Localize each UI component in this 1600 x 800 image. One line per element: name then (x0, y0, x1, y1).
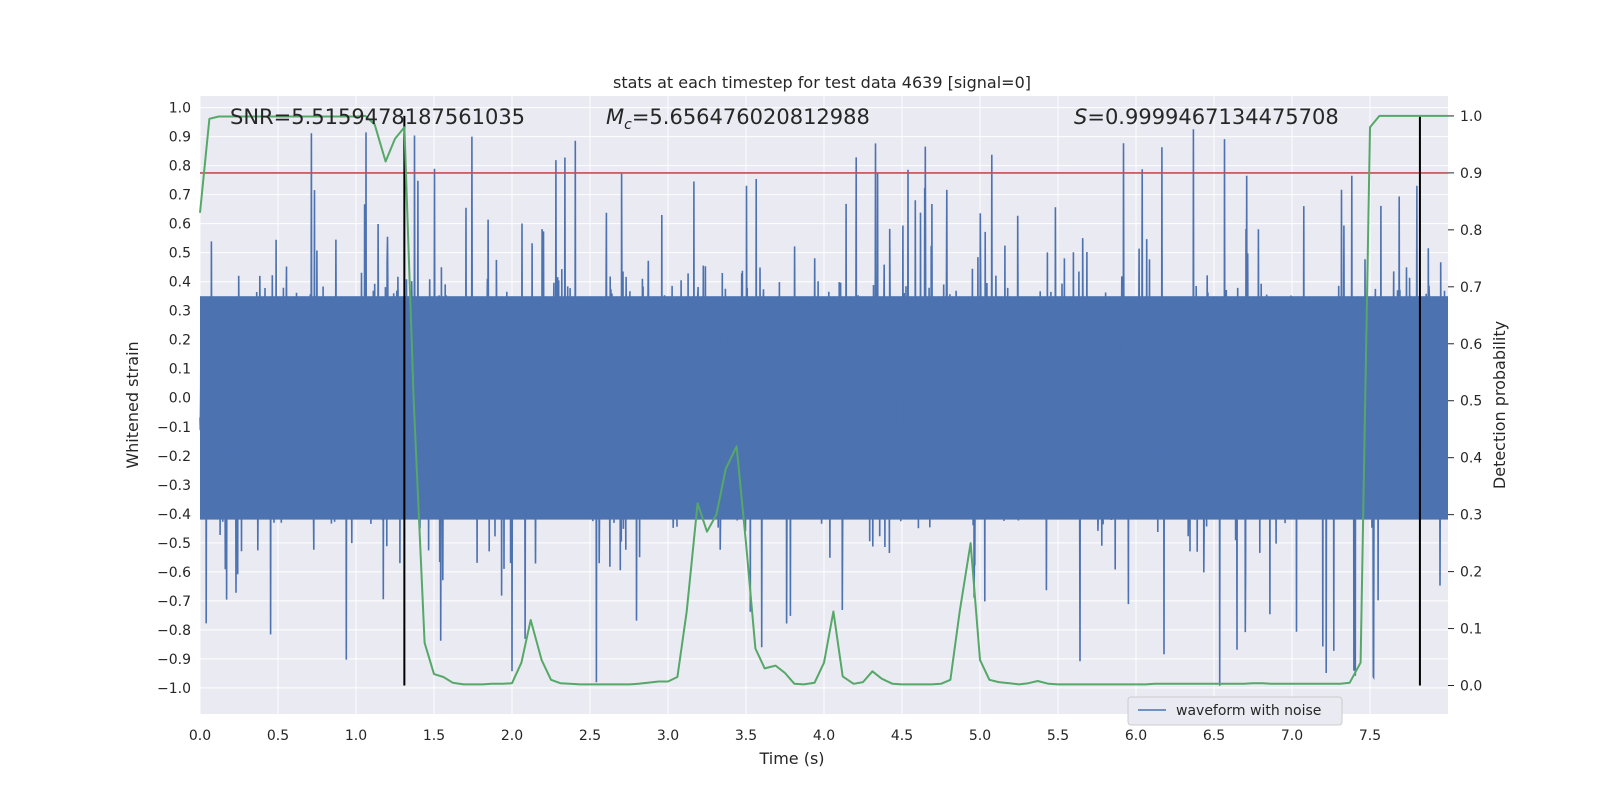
x-tick-label: 2.0 (501, 728, 523, 744)
y-tick-label: 0.3 (169, 304, 191, 320)
chirp-mass-value: =5.656476020812988 (632, 105, 870, 129)
snr-annotation: SNR=5.5159478187561035 (230, 105, 525, 129)
y-tick-label: −0.7 (157, 594, 191, 610)
y-tick-label: −0.4 (157, 507, 191, 523)
y-tick-label: 0.4 (169, 275, 191, 291)
chirp-mass-symbol: M (606, 105, 624, 129)
y-tick-label: −0.2 (157, 449, 191, 465)
y-tick-label: 0.2 (169, 333, 191, 349)
x-tick-label: 4.0 (813, 728, 835, 744)
y2-tick-label: 0.4 (1460, 451, 1482, 467)
chart-title: stats at each timestep for test data 463… (613, 73, 1031, 92)
y2-tick-label: 0.6 (1460, 337, 1482, 353)
y-tick-label: 0.7 (169, 188, 191, 204)
y-tick-label: 0.6 (169, 217, 191, 233)
y2-tick-label: 0.7 (1460, 280, 1482, 296)
x-tick-label: 1.5 (423, 728, 445, 744)
waveform-line (199, 129, 1446, 686)
legend-box (1127, 696, 1343, 726)
y-tick-label: 0.8 (169, 159, 191, 175)
x-tick-label: 1.0 (345, 728, 367, 744)
y-tick-label: 0.0 (169, 391, 191, 407)
y2-axis-label: Detection probability (1490, 321, 1509, 489)
x-tick-label: 0.5 (267, 728, 289, 744)
y-tick-label: −0.6 (157, 565, 191, 581)
chirp-mass-subscript: c (624, 117, 632, 133)
x-tick-label: 6.0 (1125, 728, 1147, 744)
x-tick-label: 7.0 (1281, 728, 1303, 744)
y-tick-label: −0.9 (157, 652, 191, 668)
y-tick-label: 0.5 (169, 246, 191, 262)
y2-axis-ticks: 1.0 0.9 0.8 0.7 0.6 0.5 0.4 0.3 0.2 0.1 0.0 (1448, 109, 1482, 695)
y-tick-label: 1.0 (169, 101, 191, 117)
x-tick-label: 6.5 (1203, 728, 1225, 744)
x-tick-label: 3.5 (735, 728, 757, 744)
y2-tick-label: 0.3 (1460, 508, 1482, 524)
y-tick-label: −0.1 (157, 420, 191, 436)
x-tick-label: 4.5 (891, 728, 913, 744)
waveform-series (199, 129, 1448, 686)
y2-tick-label: 1.0 (1460, 109, 1482, 125)
detection-probability-line (199, 114, 1448, 686)
significance-annotation: S=0.9999467134475708 (1074, 105, 1339, 129)
y-tick-label: 0.1 (169, 362, 191, 378)
y2-tick-label: 0.1 (1460, 622, 1482, 638)
y-axis-label: Whitened strain (123, 341, 142, 468)
overlay-lines (199, 114, 1448, 686)
x-axis-ticks: 0.0 0.5 1.0 1.5 2.0 2.5 3.0 3.5 4.0 4.5 5.0 5.5 6.0 6… (189, 728, 1381, 744)
x-tick-label: 7.5 (1359, 728, 1381, 744)
legend-waveform-label: waveform with noise (1176, 703, 1321, 719)
y2-tick-label: 0.5 (1460, 394, 1482, 410)
chirp-mass-annotation: Mc=5.656476020812988 (606, 105, 870, 133)
y2-tick-label: 0.0 (1460, 679, 1482, 695)
x-tick-label: 5.0 (969, 728, 991, 744)
y-tick-label: −0.3 (157, 478, 191, 494)
legend: waveform with noise (1127, 696, 1343, 726)
x-axis-label: Time (s) (758, 749, 824, 768)
y2-tick-label: 0.8 (1460, 223, 1482, 239)
y-tick-label: −0.5 (157, 536, 191, 552)
y2-tick-label: 0.2 (1460, 565, 1482, 581)
x-tick-label: 3.0 (657, 728, 679, 744)
y2-tick-label: 0.9 (1460, 166, 1482, 182)
x-tick-label: 0.0 (189, 728, 211, 744)
x-tick-label: 5.5 (1047, 728, 1069, 744)
y-tick-label: 0.9 (169, 130, 191, 146)
y-tick-label: −1.0 (157, 681, 191, 697)
x-tick-label: 2.5 (579, 728, 601, 744)
y-axis-ticks: 1.0 0.9 0.8 0.7 0.6 0.5 0.4 0.3 0.2 0.1 0.0 −0.1 −0.… (157, 101, 191, 697)
significance-symbol: S (1074, 105, 1087, 129)
y-tick-label: −0.8 (157, 623, 191, 639)
significance-value: =0.9999467134475708 (1087, 105, 1338, 129)
